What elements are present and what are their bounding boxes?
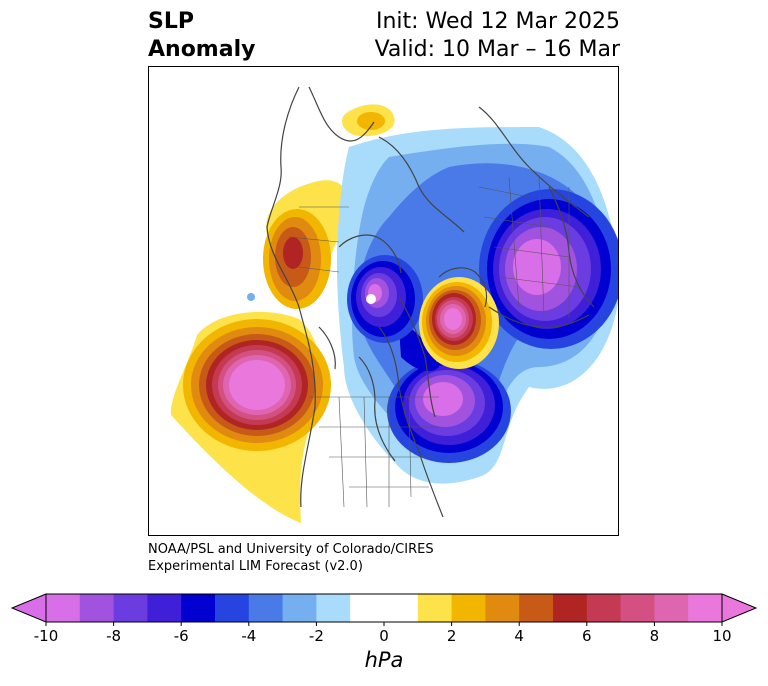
pacific-high-anomaly — [170, 311, 331, 523]
colorbar-cell — [248, 594, 284, 622]
colorbar-tick-label: 6 — [582, 627, 592, 645]
colorbar — [10, 593, 758, 626]
colorbar-tick-label: -4 — [241, 627, 257, 645]
valid-range: Valid: 10 Mar – 16 Mar — [374, 37, 620, 62]
slp-anomaly-map — [148, 66, 619, 536]
colorbar-cell — [553, 594, 588, 622]
russia-low-anomaly — [479, 189, 618, 349]
colorbar-ticks — [45, 622, 723, 626]
map-canvas — [170, 86, 618, 523]
colorbar-extend-high — [721, 593, 758, 623]
credit-line-1: NOAA/PSL and University of Colorado/CIRE… — [148, 542, 434, 557]
colorbar-cell — [316, 594, 351, 622]
colorbar-tick-label: -10 — [33, 627, 59, 645]
colorbar-cell — [46, 594, 81, 622]
colorbar-cell — [688, 594, 723, 622]
init-date: Init: Wed 12 Mar 2025 — [375, 9, 620, 34]
colorbar-cell — [519, 594, 554, 622]
colorbar-cell — [215, 594, 250, 622]
colorbar-cell — [181, 594, 216, 622]
map-title: SLP Anomaly — [148, 8, 255, 64]
coastlines — [266, 86, 595, 518]
colorbar-tick-label: 2 — [446, 627, 457, 645]
colorbar-tick-label: -2 — [308, 627, 324, 645]
colorbar-tick-label: 4 — [514, 627, 524, 645]
colorbar-unit: hPa — [364, 648, 404, 672]
colorbar-tick-label: -8 — [106, 627, 122, 645]
forecast-dates: Init: Wed 12 Mar 2025 Valid: 10 Mar – 16… — [375, 8, 620, 64]
colorbar-tick-label: 0 — [379, 627, 389, 645]
colorbar-extend-low — [10, 593, 47, 623]
arctic-core-low — [347, 255, 423, 343]
colorbar-cell — [620, 594, 655, 622]
siberia-high-anomaly — [263, 104, 395, 309]
colorbar-cell — [282, 594, 317, 622]
colorbar-cell — [113, 594, 148, 622]
colorbar-tick-label: 8 — [649, 627, 660, 645]
colorbar-cell — [384, 594, 419, 622]
political-borders — [288, 176, 580, 508]
data-credit: NOAA/PSL and University of Colorado/CIRE… — [148, 541, 434, 575]
colorbar-cell — [586, 594, 622, 622]
colorbar-cell — [417, 594, 453, 622]
credit-line-2: Experimental LIM Forecast (v2.0) — [148, 559, 363, 574]
colorbar-cells — [46, 594, 723, 622]
colorbar-cell — [485, 594, 520, 622]
colorbar-tick-label: -6 — [173, 627, 189, 645]
colorbar-tick-label: 10 — [712, 627, 732, 645]
colorbar-cell — [79, 594, 115, 622]
colorbar-cell — [147, 594, 182, 622]
title-line-1: SLP — [148, 9, 194, 34]
colorbar-cell — [654, 594, 689, 622]
nordic-high-anomaly — [419, 277, 499, 369]
colorbar-cell — [350, 594, 385, 622]
title-line-2: Anomaly — [148, 37, 256, 62]
colorbar-cell — [451, 594, 486, 622]
